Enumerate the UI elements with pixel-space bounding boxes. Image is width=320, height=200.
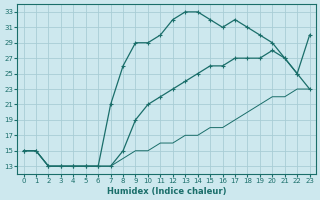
X-axis label: Humidex (Indice chaleur): Humidex (Indice chaleur) [107,187,226,196]
